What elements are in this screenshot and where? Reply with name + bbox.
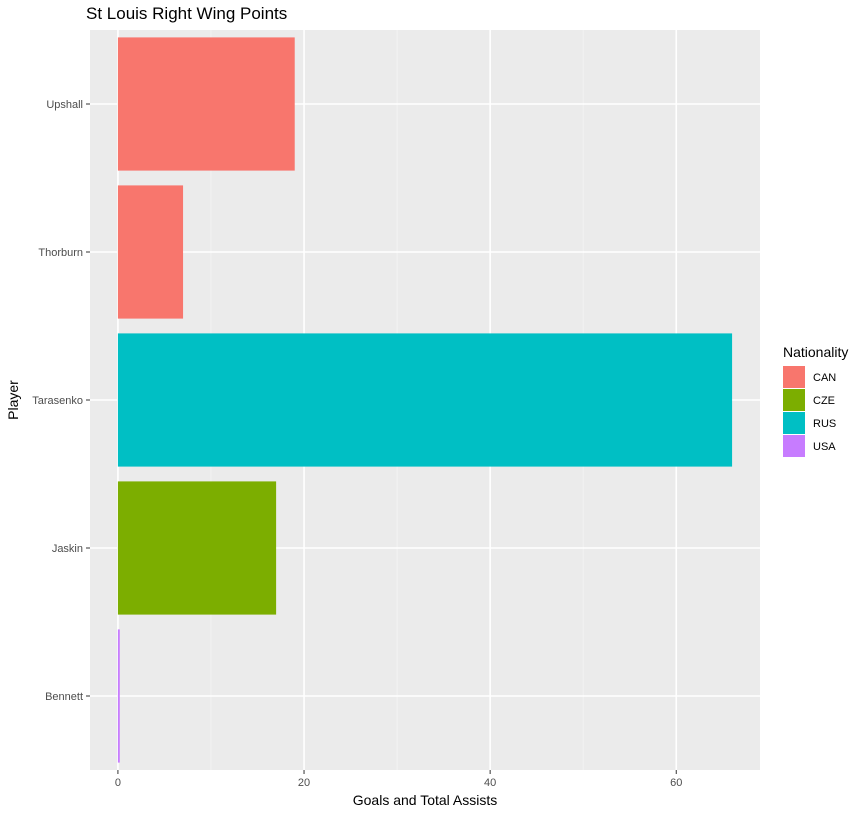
x-tick-label: 40	[484, 777, 496, 789]
legend-items: CAN CZE RUS USA	[783, 366, 836, 457]
y-tick-label: Bennett	[45, 691, 83, 703]
legend-swatch-usa	[783, 435, 805, 457]
bar-jaskin	[117, 481, 277, 615]
y-tick-label: Tarasenko	[32, 395, 83, 407]
bar-tarasenko	[117, 333, 733, 467]
bars	[117, 37, 733, 763]
legend-title: Nationality	[783, 344, 848, 360]
y-axis-title: Player	[5, 380, 21, 420]
axes: 0 20 40 60 Upshall Thorburn Tarasenko Jaskin Ben…	[32, 99, 682, 789]
legend: Nationality CAN CZE RUS USA	[783, 344, 848, 457]
y-tick-label: Jaskin	[52, 543, 83, 555]
x-tick-label: 20	[298, 777, 310, 789]
legend-label-usa: USA	[813, 441, 836, 453]
bar-thorburn	[117, 185, 184, 319]
bar-upshall	[117, 37, 295, 171]
x-tick-label: 0	[115, 777, 121, 789]
legend-swatch-rus	[783, 412, 805, 434]
x-tick-label: 60	[670, 777, 682, 789]
legend-label-cze: CZE	[813, 395, 835, 407]
bar-bennett	[117, 629, 120, 763]
chart-title: St Louis Right Wing Points	[86, 4, 288, 23]
legend-swatch-can	[783, 366, 805, 388]
legend-label-rus: RUS	[813, 418, 836, 430]
legend-swatch-cze	[783, 389, 805, 411]
legend-label-can: CAN	[813, 372, 836, 384]
y-tick-label: Thorburn	[38, 247, 83, 259]
y-tick-label: Upshall	[46, 99, 83, 111]
x-axis-title: Goals and Total Assists	[353, 792, 497, 808]
